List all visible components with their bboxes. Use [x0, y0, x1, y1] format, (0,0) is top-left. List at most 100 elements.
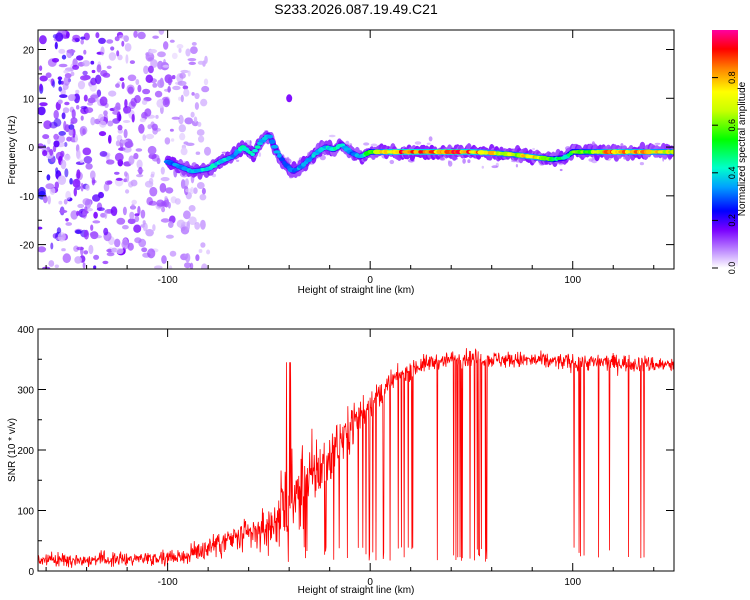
noise-blob	[462, 158, 466, 164]
noise-blob	[133, 30, 138, 38]
noise-blob	[90, 117, 96, 126]
noise-blob	[196, 182, 205, 189]
noise-blob	[54, 41, 58, 50]
noise-blob	[143, 65, 149, 75]
noise-blob	[198, 249, 203, 253]
noise-blob	[169, 128, 174, 132]
noise-blob	[481, 165, 484, 169]
snr-series-line	[38, 348, 674, 568]
noise-blob	[184, 178, 189, 187]
noise-blob	[129, 211, 135, 220]
noise-blob	[349, 143, 353, 146]
noise-blob	[61, 248, 66, 252]
noise-blob	[51, 58, 60, 63]
noise-blob	[162, 98, 170, 108]
noise-blob	[98, 131, 107, 137]
noise-blob	[73, 93, 80, 104]
spectrogram-xtick-label: 100	[564, 275, 581, 286]
noise-blob	[191, 42, 197, 46]
noise-blob	[190, 46, 198, 54]
noise-blob	[82, 147, 92, 156]
noise-blob	[99, 151, 108, 157]
noise-blob	[76, 210, 80, 216]
noise-blob	[177, 80, 187, 86]
noise-blob	[53, 118, 62, 127]
noise-blob	[171, 116, 180, 120]
noise-blob	[102, 72, 111, 78]
ridge-mark	[279, 157, 285, 162]
noise-blob	[200, 242, 206, 248]
noise-blob	[136, 174, 144, 178]
noise-blob	[83, 250, 89, 255]
noise-blob	[114, 238, 121, 248]
noise-blob	[159, 183, 167, 193]
noise-blob	[64, 154, 71, 161]
noise-blob	[157, 79, 165, 88]
noise-blob	[74, 134, 78, 143]
noise-blob	[150, 59, 158, 68]
noise-blob	[201, 85, 210, 93]
ridge-mark	[250, 152, 255, 157]
noise-blob	[180, 69, 189, 74]
spectrogram-heatmap	[38, 30, 674, 269]
noise-blob	[77, 80, 86, 90]
noise-blob	[194, 102, 199, 110]
noise-blob	[57, 135, 66, 143]
noise-blob	[58, 86, 62, 92]
noise-blob	[80, 182, 84, 192]
noise-blob	[39, 35, 47, 45]
noise-blob	[426, 142, 431, 145]
noise-blob	[151, 123, 158, 131]
noise-blob	[63, 199, 68, 205]
ridge-mark	[277, 153, 282, 158]
noise-blob	[85, 107, 94, 113]
noise-blob	[80, 39, 84, 45]
noise-blob	[182, 85, 189, 90]
noise-blob	[63, 69, 69, 74]
noise-blob	[91, 69, 96, 74]
noise-blob	[121, 81, 125, 90]
noise-blob	[57, 232, 66, 242]
noise-blob	[106, 248, 113, 253]
noise-blob	[164, 137, 171, 145]
ridge-mark	[266, 134, 274, 139]
spectrogram-frame	[37, 29, 675, 270]
noise-blob	[131, 113, 135, 123]
ridge-mark	[252, 148, 258, 153]
noise-blob	[164, 196, 168, 201]
noise-blob	[68, 94, 76, 102]
noise-blob	[179, 72, 186, 79]
noise-blob	[201, 187, 206, 195]
noise-blob	[171, 75, 176, 80]
noise-blob	[115, 83, 120, 88]
noise-blob	[363, 142, 370, 146]
snr-xtick-label: -100	[158, 577, 178, 588]
noise-blob	[93, 254, 100, 260]
noise-blob	[58, 48, 66, 54]
spectrogram-xlabel: Height of straight line (km)	[298, 285, 415, 296]
noise-blob	[156, 199, 165, 207]
noise-blob	[123, 106, 132, 114]
noise-blob	[38, 226, 43, 230]
snr-ytick-label: 0	[28, 567, 34, 578]
noise-blob	[122, 206, 127, 216]
noise-blob	[184, 262, 191, 269]
noise-blob	[66, 49, 76, 54]
noise-blob	[174, 198, 181, 205]
noise-blob	[639, 162, 645, 166]
noise-blob	[55, 167, 59, 175]
noise-blob	[141, 99, 148, 105]
noise-blob	[96, 207, 105, 212]
noise-blob	[188, 216, 197, 225]
noise-blob	[63, 120, 67, 131]
noise-blob	[142, 88, 151, 95]
noise-blob	[140, 224, 145, 228]
noise-blob	[137, 169, 144, 173]
noise-blob	[74, 256, 82, 264]
noise-blob	[184, 117, 193, 125]
noise-blob	[43, 120, 52, 130]
snr-xtick-label: 100	[564, 577, 581, 588]
noise-blob	[90, 77, 97, 86]
spectrogram-ytick-label: 20	[23, 46, 35, 57]
noise-blob	[82, 262, 86, 269]
